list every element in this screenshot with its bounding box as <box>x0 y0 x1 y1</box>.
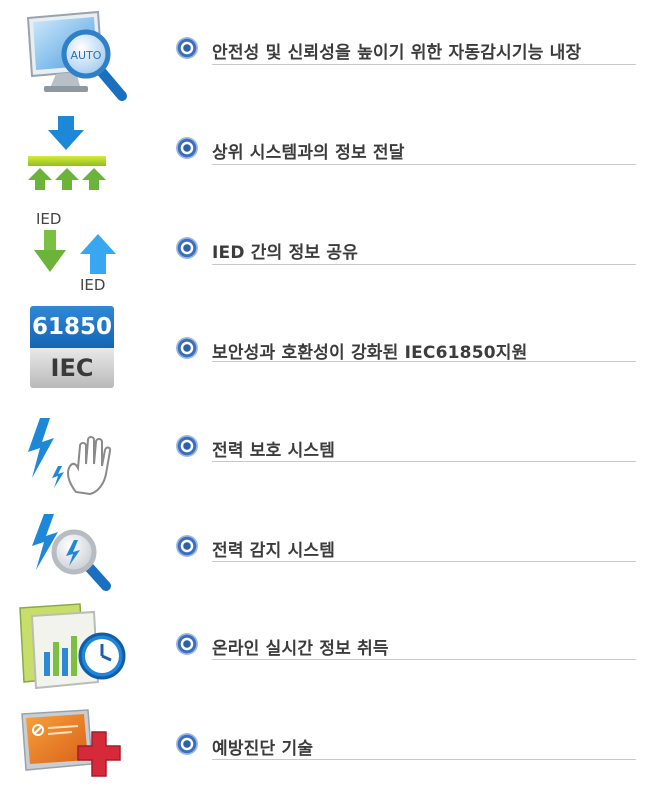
feature-label: 상위 시스템과의 정보 전달 <box>212 143 405 163</box>
bullet-icon <box>176 435 198 457</box>
feature-label: 예방진단 기술 <box>212 739 314 759</box>
bullet-icon <box>176 237 198 259</box>
chart-clock-icon <box>19 603 126 690</box>
ied-exchange-icon: IED IED <box>18 208 138 304</box>
bullet-icon <box>176 137 198 159</box>
divider <box>212 164 636 165</box>
bullet-icon <box>176 733 198 755</box>
bullet-icon <box>176 337 198 359</box>
feature-row-power-sensing: 전력 감지 시스템 <box>0 500 650 600</box>
feature-row-iec61850: 61850 IEC 보안성과 호환성이 강화된 IEC61850지원 <box>0 300 650 400</box>
lightning-hand-icon <box>28 418 112 496</box>
feature-row-diagnostics: 예방진단 기술 <box>0 700 650 800</box>
ied-bottom-tag: IED <box>80 276 106 294</box>
feature-row-realtime: 온라인 실시간 정보 취득 <box>0 600 650 700</box>
divider <box>212 264 636 265</box>
divider <box>212 659 636 660</box>
ied-top-tag: IED <box>36 210 62 228</box>
lightning-magnifier-icon <box>32 514 111 591</box>
badge-text: IEC <box>30 348 114 388</box>
monitor-auto-magnifier-icon: AUTO <box>26 10 127 101</box>
divider <box>212 561 636 562</box>
feature-row-auto-monitoring: AUTO 안전성 및 신뢰성을 높이기 위한 자동감시기능 내장 <box>0 0 650 101</box>
feature-label: 전력 감지 시스템 <box>212 541 336 561</box>
divider <box>212 64 636 65</box>
feature-label: 온라인 실시간 정보 취득 <box>212 639 389 659</box>
bullet-icon <box>176 535 198 557</box>
badge-number: 61850 <box>30 306 114 348</box>
screen-medical-cross-icon <box>21 709 121 777</box>
bullet-icon <box>176 37 198 59</box>
svg-text:AUTO: AUTO <box>71 49 102 62</box>
exchange-arrows-icon <box>34 230 116 274</box>
feature-label: IED 간의 정보 공유 <box>212 243 359 263</box>
feature-label: 전력 보호 시스템 <box>212 441 336 461</box>
bullet-icon <box>176 633 198 655</box>
feature-row-upper-system: 상위 시스템과의 정보 전달 <box>0 100 650 200</box>
divider <box>212 759 636 760</box>
divider <box>212 461 636 462</box>
feature-row-power-protection: 전력 보호 시스템 <box>0 400 650 500</box>
iec-61850-badge-icon: 61850 IEC <box>18 306 138 402</box>
feature-row-ied-sharing: IED IED IED 간의 정보 공유 <box>0 200 650 300</box>
feature-label: 안전성 및 신뢰성을 높이기 위한 자동감시기능 내장 <box>212 43 582 63</box>
data-transfer-upward-icon <box>28 116 106 190</box>
feature-label: 보안성과 호환성이 강화된 IEC61850지원 <box>212 343 528 363</box>
divider <box>212 361 636 362</box>
